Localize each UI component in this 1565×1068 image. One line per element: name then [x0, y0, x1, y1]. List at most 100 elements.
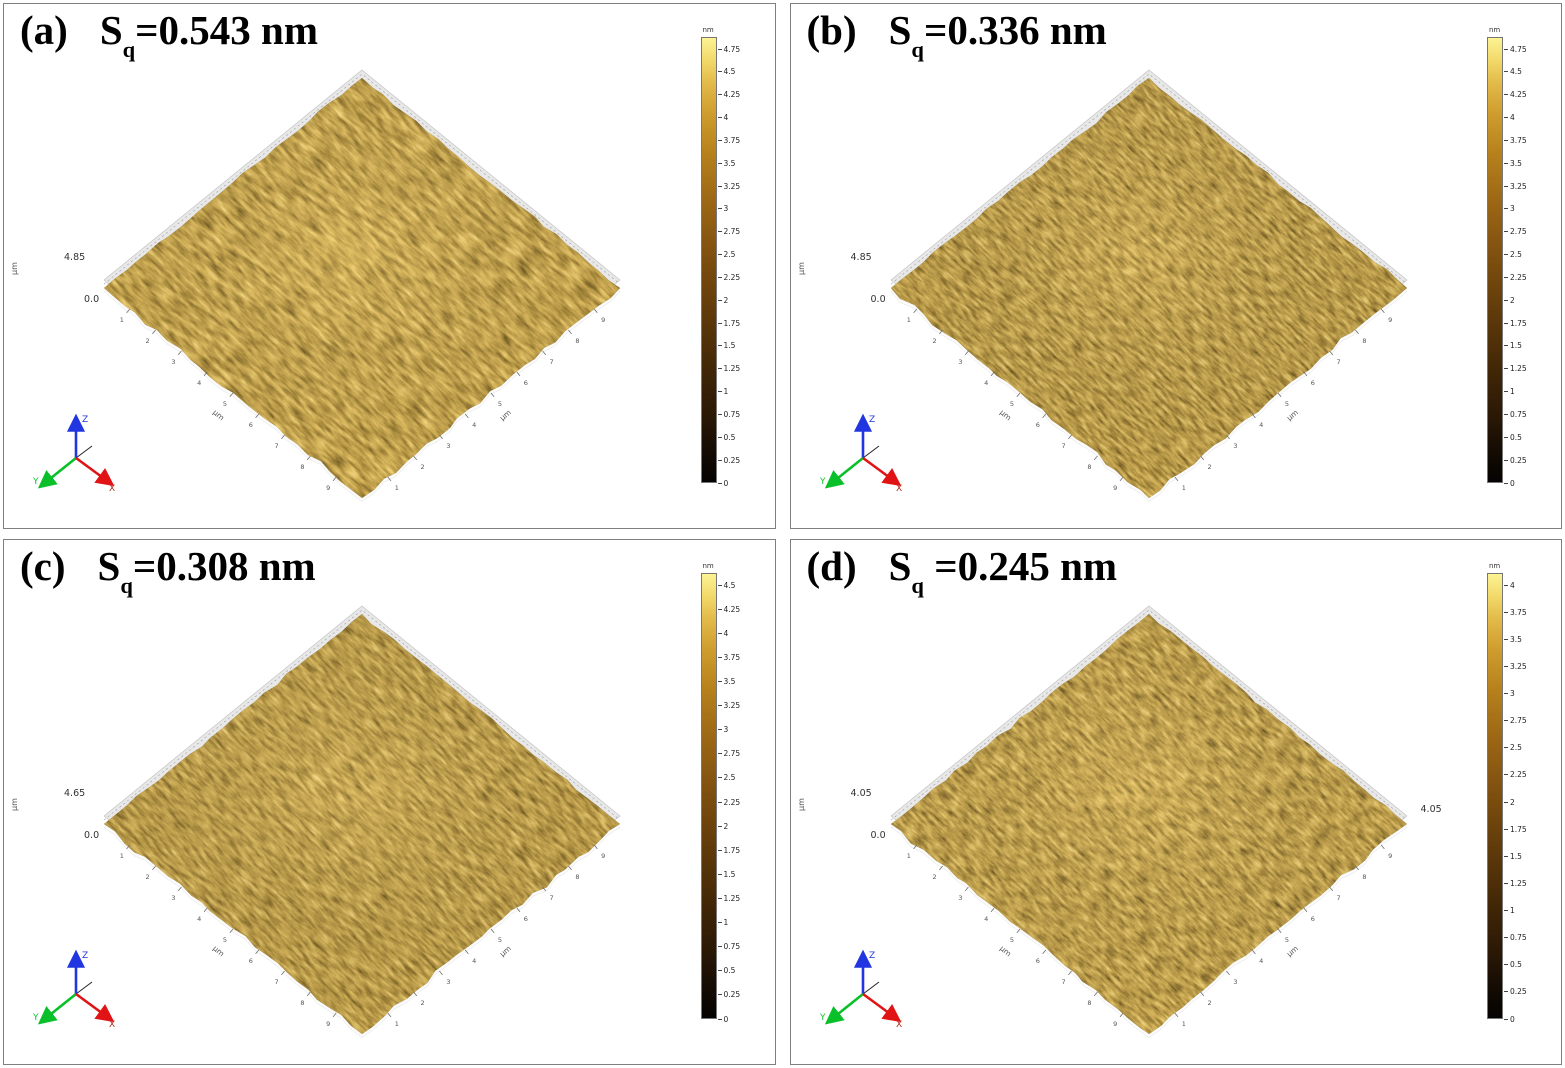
afm-panel: (b) Sq=0.336 nm μm 4.85 0.0 1 1 2 2 3 3 4 4 5 5 6 6 7… — [789, 3, 1562, 529]
svg-text:2: 2 — [932, 337, 936, 345]
triad-z-label: Z — [869, 951, 875, 961]
colorbar-tick-label: 2.75 — [1504, 716, 1527, 725]
colorbar-gradient — [1487, 573, 1503, 1019]
svg-text:6: 6 — [524, 379, 528, 387]
afm-panel: (a) Sq=0.543 nm μm 4.85 0.0 1 1 2 2 3 3 4 4 5 5 6 6 7… — [3, 3, 776, 529]
svg-text:8: 8 — [575, 873, 579, 881]
triad-y-label: Y — [819, 477, 826, 487]
sq-value: =0.543 nm — [135, 7, 318, 53]
surface-top-edge-dashes — [103, 609, 621, 821]
roughness-annotation: Sq =0.245 nm — [889, 543, 1118, 598]
left-axis-min-label: 0.0 — [84, 830, 100, 841]
colorbar-tick-label: 2 — [1504, 296, 1515, 305]
panel-heading: (c) Sq=0.308 nm — [20, 542, 316, 598]
svg-text:2: 2 — [146, 873, 150, 881]
axis-triad-svg: Z Y X — [819, 949, 902, 1030]
svg-text:2: 2 — [421, 999, 425, 1007]
afm-surface-svg: 1 1 2 2 3 3 4 4 5 5 6 6 7 7 8 8 9 9 μm μm — [103, 69, 621, 502]
panel-index-label: (a) — [20, 7, 68, 53]
colorbar-tick-label: 0 — [718, 479, 729, 488]
colorbar-gradient — [700, 37, 717, 483]
svg-text:3: 3 — [958, 358, 962, 366]
triad-x-label: X — [896, 484, 902, 494]
svg-text:6: 6 — [1035, 421, 1039, 429]
svg-text:1: 1 — [395, 484, 399, 492]
triad-y-arrow — [824, 456, 864, 489]
surface-top-edge-dashes — [890, 609, 1407, 821]
svg-text:1: 1 — [1181, 1020, 1185, 1028]
colorbar-tick-label: 0.5 — [718, 433, 736, 442]
svg-text:6: 6 — [1310, 915, 1314, 923]
colorbar-tick-label: 3.75 — [718, 136, 741, 145]
colorbar-tick-label: 2.5 — [1504, 250, 1522, 259]
svg-text:9: 9 — [601, 316, 605, 324]
colorbar-tick-label: 2.25 — [718, 273, 741, 282]
colorbar-tick-label: 0 — [718, 1015, 729, 1024]
svg-text:4: 4 — [984, 915, 988, 923]
colorbar-tick-list: 4 3.75 3.5 3.25 3 2.75 2.5 2.25 2 1.75 1.5 1.25 1 0.7… — [1487, 562, 1549, 1044]
svg-text:4: 4 — [1259, 957, 1263, 965]
panel-heading: (d) Sq =0.245 nm — [807, 542, 1118, 598]
roughness-annotation: Sq=0.308 nm — [98, 543, 316, 598]
svg-text:9: 9 — [1113, 484, 1117, 492]
colorbar-tick-label: 0.75 — [718, 410, 741, 419]
colorbar-tick-label: 1.25 — [1504, 879, 1527, 888]
left-axis-max-label: 4.65 — [64, 788, 86, 799]
colorbar-tick-label: 4.5 — [1504, 67, 1522, 76]
svg-text:3: 3 — [958, 894, 962, 902]
svg-text:μm: μm — [211, 408, 226, 423]
svg-text:4: 4 — [197, 379, 201, 387]
colorbar-tick-label: 4.25 — [718, 90, 741, 99]
svg-text:1: 1 — [906, 852, 910, 860]
svg-text:9: 9 — [326, 1020, 330, 1028]
panel-index-label: (c) — [20, 543, 66, 589]
colorbar-tick-label: 1.25 — [718, 894, 741, 903]
axis-triad: Z Y X — [817, 408, 909, 496]
svg-text:8: 8 — [1362, 873, 1366, 881]
colorbar-tick-label: 4 — [1504, 113, 1515, 122]
triad-x-arrow — [861, 456, 901, 487]
svg-text:5: 5 — [498, 400, 502, 408]
colorbar-tick-label: 3 — [718, 204, 729, 213]
svg-text:4: 4 — [472, 957, 476, 965]
colorbar-tick-label: 4.75 — [718, 45, 741, 54]
svg-text:9: 9 — [1388, 316, 1392, 324]
surface-texture — [104, 78, 620, 498]
panel-heading: (b) Sq=0.336 nm — [807, 6, 1107, 62]
svg-text:3: 3 — [446, 978, 450, 986]
colorbar-tick-label: 3.25 — [718, 701, 741, 710]
surface-texture — [104, 614, 620, 1034]
surface-axis-ticks: 1 1 2 2 3 3 4 4 5 5 6 6 7 7 8 8 9 9 μm μm — [906, 844, 1392, 1028]
svg-text:2: 2 — [1207, 999, 1211, 1007]
sq-value: =0.245 nm — [923, 543, 1118, 589]
svg-text:5: 5 — [1284, 936, 1288, 944]
colorbar-tick-label: 2.5 — [718, 773, 736, 782]
svg-text:6: 6 — [1035, 957, 1039, 965]
triad-x-arrow — [75, 992, 115, 1023]
svg-text:7: 7 — [550, 894, 554, 902]
afm-panel: (c) Sq=0.308 nm μm 4.65 0.0 1 1 2 2 3 3 4 4 5 5 6 6 7… — [3, 539, 776, 1065]
colorbar-tick-label: 4.25 — [718, 605, 741, 614]
colorbar-tick-label: 0.75 — [718, 942, 741, 951]
roughness-annotation: Sq=0.336 nm — [889, 7, 1107, 62]
colorbar-tick-label: 2.5 — [1504, 743, 1522, 752]
colorbar-tick-label: 3.25 — [1504, 662, 1527, 671]
left-axis-unit-label: μm — [9, 262, 19, 275]
colorbar-tick-label: 3.75 — [1504, 136, 1527, 145]
afm-surface-svg: 1 1 2 2 3 3 4 4 5 5 6 6 7 7 8 8 9 9 μm μm — [889, 605, 1408, 1038]
triad-y-label: Y — [819, 1013, 826, 1023]
left-axis-unit-label: μm — [796, 262, 806, 275]
triad-hidden-axis — [862, 445, 879, 459]
svg-text:μm: μm — [998, 408, 1013, 423]
colorbar-tick-label: 0 — [1504, 1015, 1515, 1024]
colorbar-tick-list: 4.75 4.5 4.25 4 3.75 3.5 3.25 3 2.75 2.5 2.25 2 1.75… — [701, 26, 763, 508]
svg-text:1: 1 — [906, 316, 910, 324]
triad-y-arrow — [37, 456, 77, 489]
colorbar-tick-label: 0.25 — [1504, 987, 1527, 996]
colorbar-tick-label: 2.5 — [718, 250, 736, 259]
svg-text:9: 9 — [1388, 852, 1392, 860]
colorbar-tick-label: 3.5 — [718, 677, 736, 686]
triad-y-arrow — [824, 992, 864, 1025]
colorbar-tick-label: 0.5 — [1504, 433, 1522, 442]
